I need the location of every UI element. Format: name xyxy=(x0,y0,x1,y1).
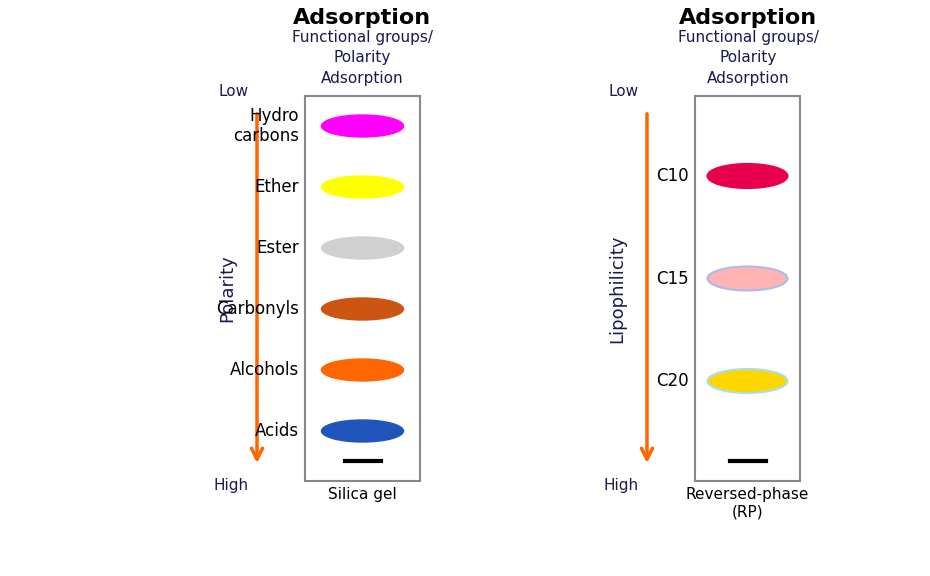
Ellipse shape xyxy=(708,369,788,393)
Text: Lipophilicity: Lipophilicity xyxy=(608,234,626,343)
Text: Adsorption: Adsorption xyxy=(293,8,432,28)
Text: High: High xyxy=(604,478,639,493)
Ellipse shape xyxy=(322,237,404,259)
Text: Low: Low xyxy=(219,84,249,99)
Text: Functional groups/
Polarity
Adsorption: Functional groups/ Polarity Adsorption xyxy=(677,30,818,86)
Text: Functional groups/
Polarity
Adsorption: Functional groups/ Polarity Adsorption xyxy=(291,30,432,86)
Ellipse shape xyxy=(322,359,404,381)
Text: Low: Low xyxy=(609,84,639,99)
Ellipse shape xyxy=(708,164,788,188)
Text: C10: C10 xyxy=(657,167,689,185)
Ellipse shape xyxy=(322,176,404,198)
Text: High: High xyxy=(214,478,249,493)
Text: Carbonyls: Carbonyls xyxy=(216,300,299,318)
Ellipse shape xyxy=(322,420,404,442)
Text: Reversed-phase
(RP): Reversed-phase (RP) xyxy=(685,487,809,520)
Ellipse shape xyxy=(322,115,404,137)
Bar xyxy=(695,96,800,481)
Text: Polarity: Polarity xyxy=(218,255,236,323)
Ellipse shape xyxy=(708,267,788,290)
Text: Silica gel: Silica gel xyxy=(328,487,397,502)
Text: Acids: Acids xyxy=(255,422,299,440)
Text: C20: C20 xyxy=(657,372,689,390)
Text: Hydro
carbons: Hydro carbons xyxy=(233,107,299,145)
Text: Adsorption: Adsorption xyxy=(679,8,817,28)
Bar xyxy=(305,96,420,481)
Text: C15: C15 xyxy=(657,270,689,287)
Text: Alcohols: Alcohols xyxy=(230,361,299,379)
Text: Ester: Ester xyxy=(257,239,299,257)
Text: Ether: Ether xyxy=(255,178,299,196)
Ellipse shape xyxy=(322,298,404,320)
